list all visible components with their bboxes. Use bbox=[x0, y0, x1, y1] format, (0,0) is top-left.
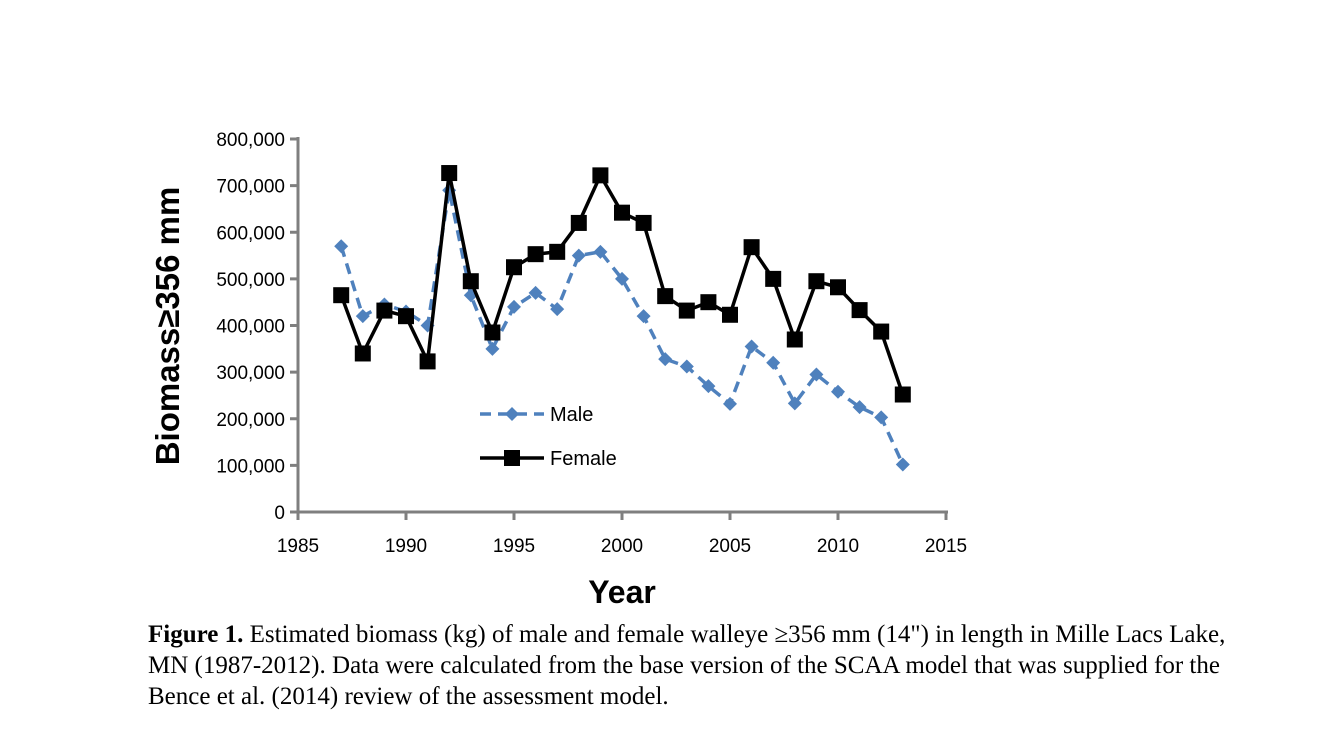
female-data-point bbox=[657, 288, 674, 305]
female-data-point bbox=[462, 273, 479, 290]
figure-caption: Figure 1. Estimated biomass (kg) of male… bbox=[148, 619, 1258, 712]
female-data-point bbox=[527, 246, 544, 263]
female-data-point bbox=[441, 165, 458, 182]
male-data-point bbox=[679, 359, 694, 374]
male-data-point bbox=[593, 244, 608, 259]
figure-caption-label: Figure 1. bbox=[148, 621, 244, 648]
biomass-line-chart: 0 100,000 200,000 300,000 400,000 500,000 600,… bbox=[149, 130, 967, 610]
female-data-point bbox=[873, 323, 890, 340]
x-tick-label: 2015 bbox=[925, 536, 967, 557]
male-data-point bbox=[571, 248, 586, 263]
y-tick-label: 200,000 bbox=[216, 410, 285, 431]
male-data-point bbox=[809, 367, 824, 382]
male-data-point bbox=[701, 379, 716, 394]
x-tick-label: 1995 bbox=[493, 536, 535, 557]
legend-male-marker bbox=[505, 407, 519, 421]
x-axis-title: Year bbox=[588, 574, 656, 610]
x-tick-label: 1985 bbox=[277, 536, 319, 557]
female-data-point bbox=[614, 204, 630, 221]
legend-male-label: Male bbox=[550, 404, 593, 426]
male-data-point bbox=[528, 285, 543, 300]
y-axis-title: Biomass≥356 mm bbox=[149, 187, 186, 466]
female-data-point bbox=[722, 306, 738, 323]
male-data-point bbox=[507, 299, 521, 314]
y-tick-label: 400,000 bbox=[216, 317, 285, 338]
y-tick-label: 700,000 bbox=[216, 177, 285, 198]
male-data-point bbox=[615, 271, 629, 286]
y-axis-ticks: 0 100,000 200,000 300,000 400,000 500,000 600,… bbox=[216, 130, 298, 524]
male-data-point bbox=[874, 410, 889, 425]
female-data-point bbox=[376, 302, 393, 319]
male-series bbox=[334, 183, 910, 472]
female-data-point bbox=[851, 302, 868, 319]
x-tick-label: 1990 bbox=[385, 536, 427, 557]
male-data-point bbox=[852, 400, 867, 415]
female-data-point bbox=[635, 214, 652, 231]
male-data-point bbox=[636, 309, 651, 324]
female-data-point bbox=[592, 167, 609, 184]
x-tick-label: 2000 bbox=[601, 536, 643, 557]
x-tick-label: 2005 bbox=[709, 536, 751, 557]
legend-female-marker bbox=[504, 450, 520, 466]
male-data-point bbox=[787, 396, 802, 411]
female-data-point bbox=[765, 270, 782, 287]
male-data-point bbox=[485, 341, 500, 356]
x-axis-ticks: 1985 1990 1995 2000 2005 2010 2015 bbox=[277, 512, 967, 557]
female-data-point bbox=[506, 259, 522, 276]
female-data-point bbox=[333, 287, 350, 304]
female-data-point bbox=[570, 214, 587, 231]
legend-female-label: Female bbox=[550, 448, 617, 470]
male-data-point bbox=[744, 339, 759, 354]
male-series-line bbox=[339, 188, 905, 466]
female-data-point bbox=[419, 353, 436, 370]
female-data-point bbox=[484, 324, 501, 341]
series-layer bbox=[333, 165, 911, 472]
female-data-point bbox=[894, 386, 911, 403]
y-tick-label: 300,000 bbox=[216, 363, 285, 384]
female-data-point bbox=[354, 345, 371, 362]
female-data-point bbox=[808, 273, 825, 290]
male-data-point bbox=[831, 384, 845, 399]
legend: Male Female bbox=[480, 404, 617, 470]
female-series bbox=[333, 165, 911, 403]
male-data-point bbox=[334, 239, 349, 254]
x-tick-label: 2010 bbox=[817, 536, 859, 557]
male-data-point bbox=[550, 302, 565, 317]
female-data-point bbox=[398, 308, 414, 325]
y-tick-label: 0 bbox=[274, 503, 285, 524]
male-data-point bbox=[355, 309, 370, 324]
male-data-point bbox=[766, 355, 781, 370]
y-tick-label: 100,000 bbox=[216, 456, 285, 477]
y-tick-label: 500,000 bbox=[216, 270, 285, 291]
female-data-point bbox=[700, 294, 717, 311]
female-data-point bbox=[678, 302, 695, 319]
y-tick-label: 600,000 bbox=[216, 223, 285, 244]
female-data-point bbox=[830, 279, 846, 296]
figure-caption-text: Estimated biomass (kg) of male and femal… bbox=[148, 621, 1226, 710]
female-data-point bbox=[786, 331, 803, 348]
female-data-point bbox=[549, 243, 566, 260]
male-data-point bbox=[723, 396, 737, 411]
female-data-point bbox=[743, 239, 760, 256]
male-data-point bbox=[658, 352, 673, 367]
male-data-point bbox=[895, 457, 910, 472]
y-tick-label: 800,000 bbox=[216, 130, 285, 151]
